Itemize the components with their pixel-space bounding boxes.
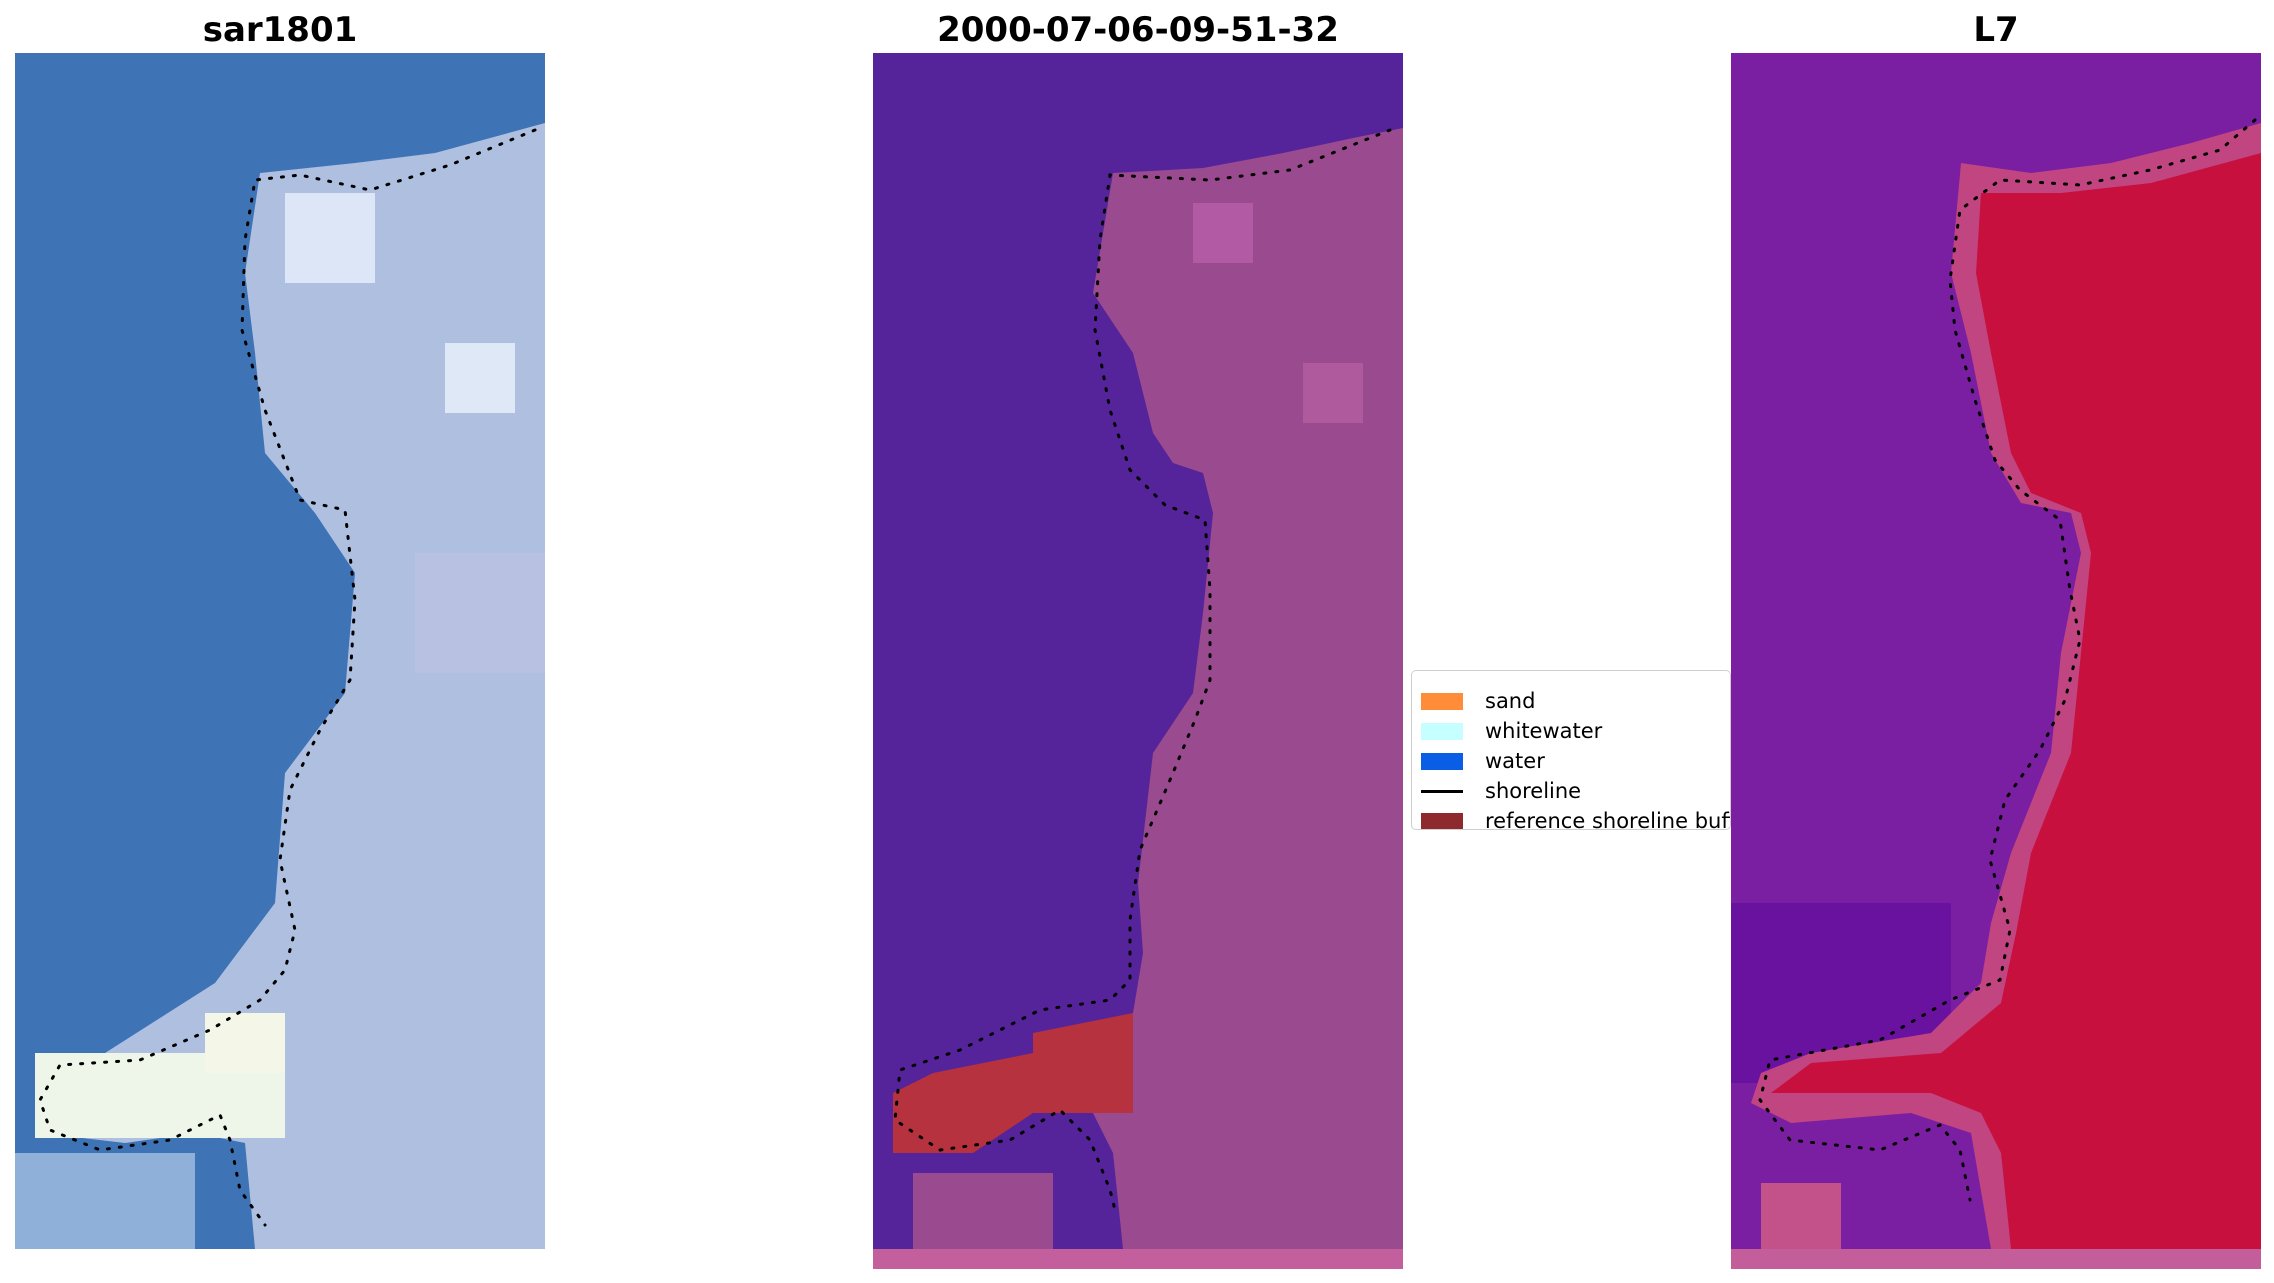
legend-item-sand: sand xyxy=(1421,688,1535,714)
legend-label-shoreline: shoreline xyxy=(1485,779,1582,803)
panel-title-classified: 2000-07-06-09-51-32 xyxy=(937,10,1339,50)
whitewater-swatch xyxy=(1421,722,1463,740)
classified-image xyxy=(873,53,1403,1269)
legend-item-water: water xyxy=(1421,748,1545,774)
shoreline-line-swatch xyxy=(1421,789,1463,793)
legend-item-shoreline: shoreline xyxy=(1421,778,1581,804)
legend-label-whitewater: whitewater xyxy=(1485,719,1603,743)
legend: sand whitewater water shoreline referenc… xyxy=(1411,670,1731,830)
legend-item-whitewater: whitewater xyxy=(1421,718,1602,744)
legend-label-water: water xyxy=(1485,749,1545,773)
panel-title-mndwi: L7 xyxy=(1973,10,2019,50)
legend-label-reference-buffer: reference shoreline buffer xyxy=(1485,809,1731,830)
panel-title-rgb: sar1801 xyxy=(202,10,358,50)
classified-image-panel xyxy=(873,53,1403,1269)
mndwi-image-panel xyxy=(1731,53,2261,1269)
reference-buffer-swatch xyxy=(1421,812,1463,829)
rgb-image-panel xyxy=(15,53,545,1249)
rgb-image xyxy=(15,53,545,1249)
water-swatch xyxy=(1421,752,1463,770)
sand-swatch xyxy=(1421,692,1463,710)
legend-item-reference-buffer: reference shoreline buffer xyxy=(1421,808,1731,830)
legend-label-sand: sand xyxy=(1485,689,1536,713)
mndwi-image xyxy=(1731,53,2261,1269)
